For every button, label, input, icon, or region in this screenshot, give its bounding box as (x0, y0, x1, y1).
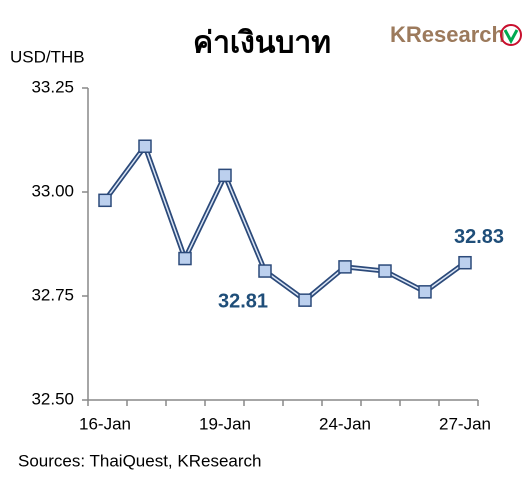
marker (338, 260, 352, 274)
y-tick-label: 33.00 (31, 181, 74, 200)
x-tick-label: 24-Jan (319, 414, 371, 433)
logo: KResearch (390, 22, 522, 47)
y-tick-label: 33.25 (31, 77, 74, 96)
data-label: 32.81 (218, 290, 268, 312)
x-tick-label: 16-Jan (79, 414, 131, 433)
y-axis-label: USD/THB (10, 47, 85, 66)
marker (378, 264, 392, 278)
marker (218, 168, 232, 183)
logo-text: KResearch (390, 22, 505, 47)
marker (98, 193, 112, 208)
logo-icon (500, 24, 522, 46)
chart-title: ค่าเงินบาท (193, 26, 331, 61)
marker (458, 255, 472, 270)
marker (418, 285, 432, 299)
source: Sources: ThaiQuest, KResearch (18, 451, 261, 470)
series-line (102, 143, 467, 303)
x-tick-label: 19-Jan (199, 414, 251, 433)
marker (258, 264, 272, 278)
x-tick-label: 27-Jan (439, 414, 491, 433)
marker (178, 251, 192, 266)
y-tick-label: 32.75 (31, 285, 74, 304)
logo-icon-check (503, 29, 519, 45)
y-tick-label: 32.50 (31, 389, 74, 408)
series-line-inner (104, 145, 466, 301)
marker (138, 139, 152, 153)
marker (298, 293, 312, 307)
data-label: 32.83 (454, 226, 504, 248)
